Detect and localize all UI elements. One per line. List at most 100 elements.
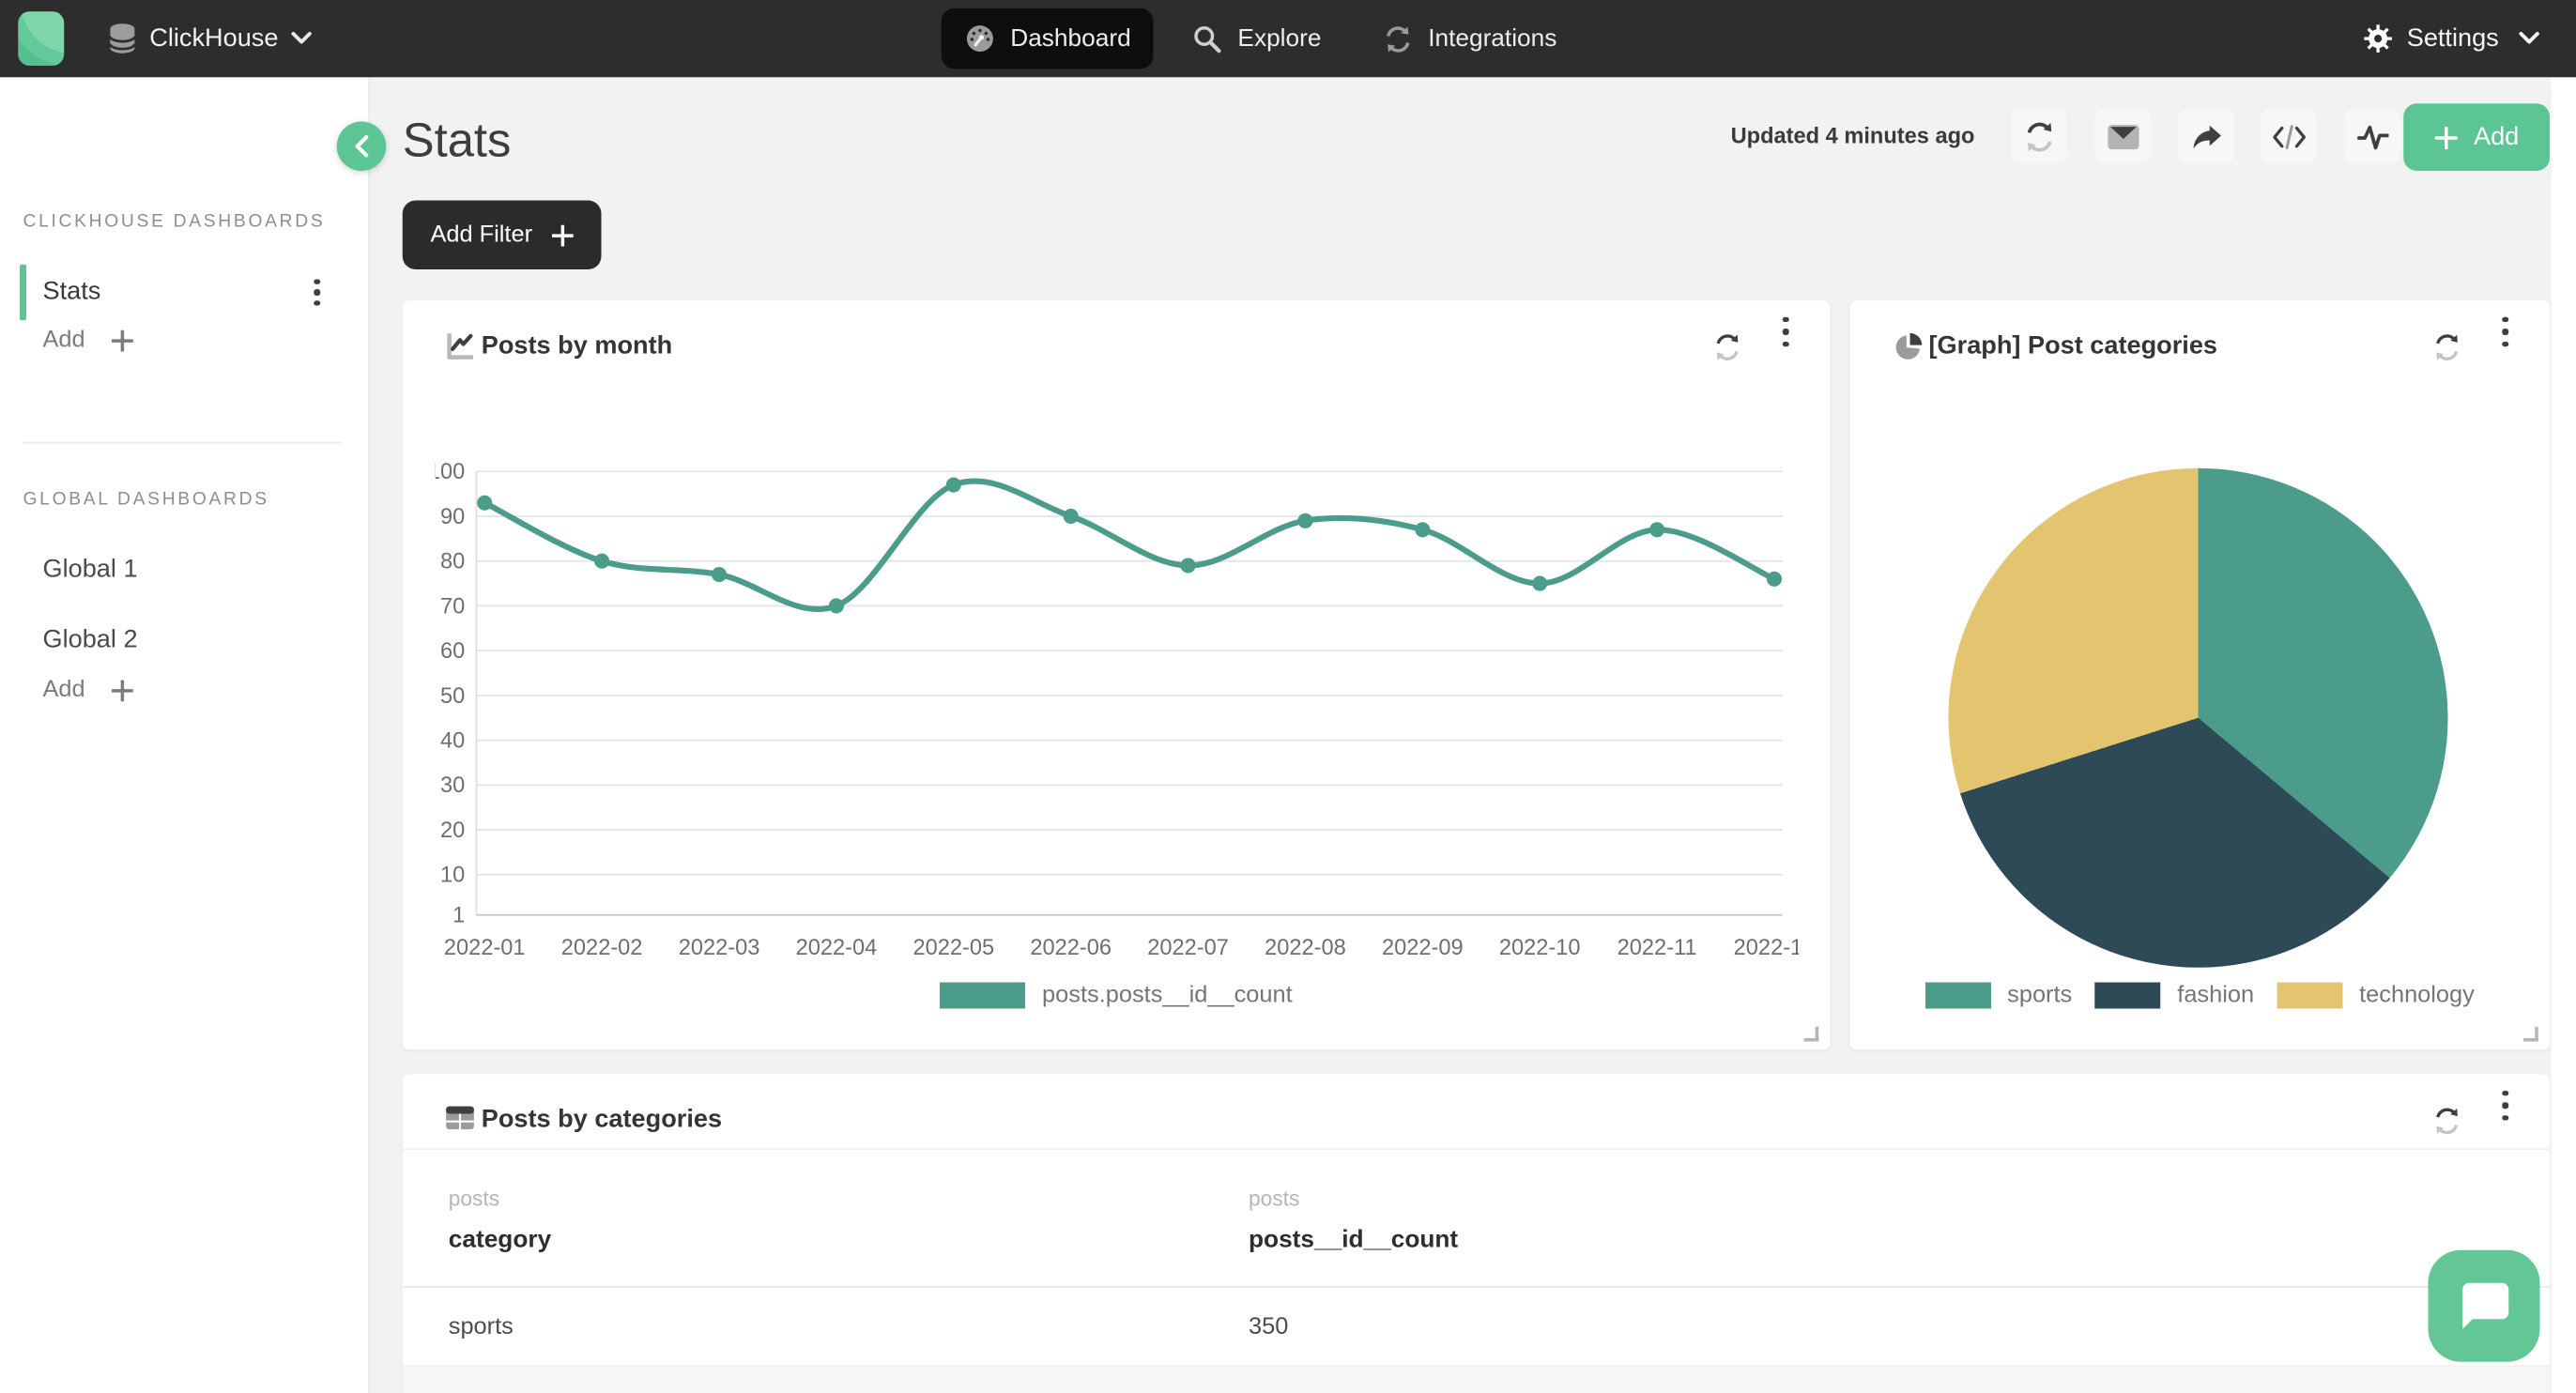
svg-text:2022-04: 2022-04 <box>796 936 878 960</box>
line-chart: 100 90 80 70 60 50 40 30 20 10 1 2022-01 2022-02 2022… <box>436 460 1800 960</box>
svg-text:2022-09: 2022-09 <box>1382 936 1464 960</box>
pulse-icon <box>2356 124 2388 149</box>
code-icon <box>2272 124 2306 149</box>
table-icon <box>445 1106 475 1130</box>
svg-text:2022-12: 2022-12 <box>1734 936 1800 960</box>
column-group-label: posts <box>1249 1186 1300 1211</box>
email-report-button[interactable] <box>2094 108 2151 164</box>
tab-label: Dashboard <box>1010 24 1131 53</box>
svg-text:2022-01: 2022-01 <box>444 936 526 960</box>
table-header: posts category posts posts__id__count <box>402 1150 2550 1288</box>
gear-icon <box>2362 23 2393 54</box>
sidebar-item-stats[interactable]: Stats <box>0 261 368 324</box>
kebab-icon[interactable] <box>306 279 330 306</box>
card-posts-by-categories: Posts by categories posts category <box>402 1074 2550 1393</box>
sidebar-add-global-dashboard[interactable]: Add <box>43 677 133 703</box>
pie-chart <box>1948 467 2448 968</box>
svg-text:2022-10: 2022-10 <box>1499 936 1581 960</box>
settings-label: Settings <box>2406 23 2499 53</box>
sidebar-item-label: Stats <box>42 277 101 306</box>
card-title: Posts by month <box>481 331 673 360</box>
add-widget-button[interactable]: Add <box>2403 103 2550 171</box>
legend-item: posts.posts__id__count <box>940 982 1293 1009</box>
activity-button[interactable] <box>2344 108 2400 164</box>
svg-text:70: 70 <box>440 594 465 619</box>
column-group-label: posts <box>448 1186 500 1211</box>
svg-text:40: 40 <box>440 728 465 753</box>
share-arrow-icon <box>2192 124 2221 148</box>
column-header-category: posts category <box>449 1186 551 1254</box>
sidebar-item-global-2[interactable]: Global 2 <box>0 609 368 672</box>
add-filter-button[interactable]: Add Filter <box>402 200 602 269</box>
refresh-widget-button[interactable] <box>2429 1102 2465 1139</box>
sidebar-item-label: Global 1 <box>42 555 138 584</box>
datasource-label: ClickHouse <box>149 23 279 53</box>
app-logo[interactable] <box>18 11 65 66</box>
plus-icon <box>2433 125 2458 149</box>
plus-icon <box>111 679 133 701</box>
add-widget-label: Add <box>2473 122 2520 151</box>
refresh-icon <box>2026 121 2051 151</box>
refresh-icon <box>2435 1107 2458 1134</box>
sidebar-item-global-1[interactable]: Global 1 <box>0 539 368 602</box>
svg-text:90: 90 <box>440 505 465 529</box>
chat-widget-button[interactable] <box>2428 1249 2540 1362</box>
table-cell: 330 <box>1249 1391 1288 1393</box>
sidebar-section-title: GLOBAL DASHBOARDS <box>23 489 269 510</box>
refresh-widget-button[interactable] <box>1709 329 1745 365</box>
refresh-icon <box>1715 333 1738 360</box>
main-content: Stats Updated 4 minutes ago <box>368 77 2552 1393</box>
table-cell: 350 <box>1249 1313 1289 1340</box>
tab-dashboard[interactable]: Dashboard <box>941 8 1155 69</box>
column-name: category <box>448 1225 552 1254</box>
database-icon <box>109 23 137 54</box>
svg-text:2022-06: 2022-06 <box>1030 936 1112 960</box>
datasource-selector[interactable]: ClickHouse <box>109 0 314 77</box>
table-card-header: Posts by categories <box>402 1075 2550 1150</box>
search-icon <box>1193 23 1223 54</box>
refresh-icon <box>2435 333 2458 360</box>
plus-icon <box>111 329 133 351</box>
svg-text:2022-11: 2022-11 <box>1618 936 1697 960</box>
sidebar-item-label: Global 2 <box>42 625 138 654</box>
svg-text:30: 30 <box>440 773 465 798</box>
chevron-down-icon <box>2519 31 2540 46</box>
legend-swatch <box>2094 982 2161 1009</box>
tab-integrations[interactable]: Integrations <box>1360 9 1579 69</box>
widget-menu-button[interactable] <box>2494 316 2518 347</box>
legend-swatch <box>2277 982 2343 1009</box>
widget-menu-button[interactable] <box>2494 1091 2518 1121</box>
card-posts-by-month: Posts by month 100 90 80 70 60 50 40 30 20 10 1 202… <box>402 300 1831 1050</box>
card-title: Posts by categories <box>481 1105 723 1134</box>
tab-label: Integrations <box>1428 24 1557 53</box>
resize-handle[interactable] <box>2523 1026 2538 1042</box>
tab-explore[interactable]: Explore <box>1171 9 1344 69</box>
sidebar-collapse-button[interactable] <box>336 121 387 171</box>
embed-code-button[interactable] <box>2261 108 2317 164</box>
legend-swatch <box>1924 982 1991 1009</box>
svg-text:20: 20 <box>440 819 465 843</box>
scrollbar-track[interactable] <box>2551 77 2576 1393</box>
table-row: sports 350 <box>403 1288 2550 1365</box>
refresh-widget-button[interactable] <box>2429 329 2465 365</box>
line-chart-legend: posts.posts__id__count <box>403 982 1831 1009</box>
mail-icon <box>2107 124 2139 149</box>
share-button[interactable] <box>2178 108 2234 164</box>
legend-item: fashion <box>2094 982 2254 1009</box>
settings-menu[interactable]: Settings <box>2362 0 2539 77</box>
table-cell: fashion <box>449 1391 526 1393</box>
page-title: Stats <box>402 115 512 168</box>
chevron-down-icon <box>291 31 313 46</box>
sync-icon <box>1384 23 1414 54</box>
svg-text:2022-03: 2022-03 <box>679 936 760 960</box>
svg-text:50: 50 <box>440 684 465 709</box>
widget-menu-button[interactable] <box>1774 316 1798 347</box>
chat-bubble-icon <box>2462 1281 2509 1328</box>
resize-handle[interactable] <box>1803 1026 1819 1042</box>
svg-text:100: 100 <box>436 460 466 484</box>
refresh-dashboard-button[interactable] <box>2011 108 2067 164</box>
sidebar-add-dashboard[interactable]: Add <box>43 327 133 353</box>
nav-tabs: Dashboard Explore <box>941 0 1580 77</box>
svg-text:2022-05: 2022-05 <box>912 936 994 960</box>
